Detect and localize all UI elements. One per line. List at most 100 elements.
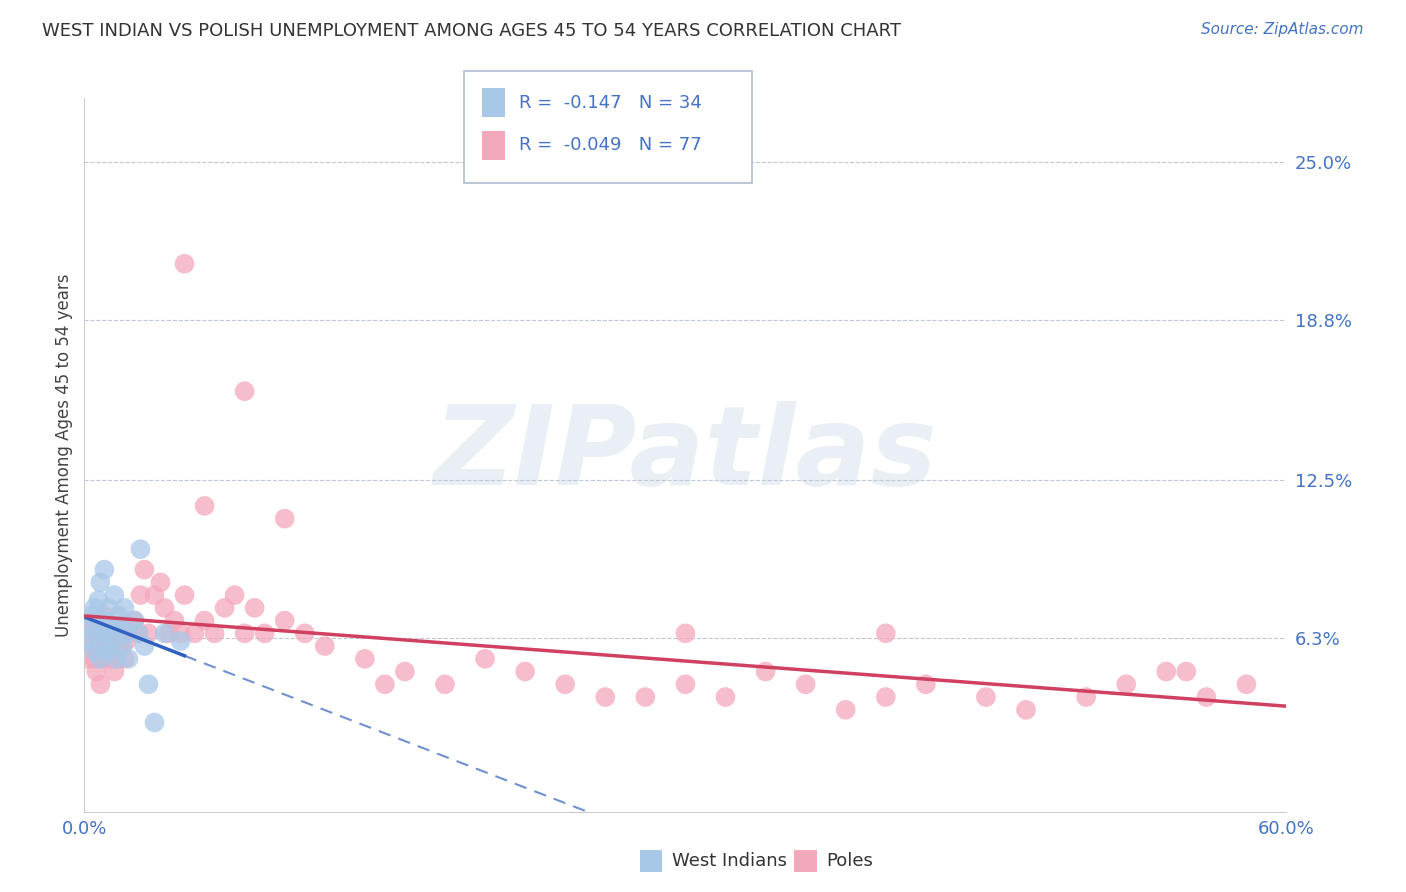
Point xyxy=(86,665,108,679)
Point xyxy=(93,614,115,628)
Point xyxy=(82,626,104,640)
Point xyxy=(138,677,160,691)
Point xyxy=(129,542,152,557)
Point xyxy=(224,588,246,602)
Point xyxy=(107,608,129,623)
Point xyxy=(253,626,276,640)
Point xyxy=(233,384,256,399)
Point xyxy=(554,677,576,691)
Point xyxy=(714,690,737,704)
Point xyxy=(107,626,129,640)
Point xyxy=(110,639,132,653)
Point xyxy=(117,626,139,640)
Point xyxy=(194,614,217,628)
Point xyxy=(101,626,124,640)
Point xyxy=(153,600,176,615)
Text: R =  -0.049   N = 77: R = -0.049 N = 77 xyxy=(519,136,702,154)
Point xyxy=(97,600,120,615)
Point xyxy=(274,614,297,628)
Point xyxy=(87,593,110,607)
Point xyxy=(83,644,105,658)
Point xyxy=(127,626,149,640)
Text: Poles: Poles xyxy=(827,852,873,870)
Point xyxy=(675,626,697,640)
Point xyxy=(374,677,396,691)
Point xyxy=(515,665,537,679)
Point xyxy=(82,608,104,623)
Point xyxy=(233,626,256,640)
Point xyxy=(314,639,336,653)
Point xyxy=(157,626,180,640)
Point xyxy=(105,652,128,666)
Point xyxy=(1234,677,1257,691)
Point xyxy=(243,600,266,615)
Point xyxy=(875,626,897,640)
Point xyxy=(474,652,496,666)
Point xyxy=(100,618,122,632)
Point xyxy=(87,634,110,648)
Point xyxy=(115,634,138,648)
Point xyxy=(915,677,938,691)
Point xyxy=(93,626,115,640)
Point xyxy=(394,665,416,679)
Point xyxy=(194,499,217,513)
Y-axis label: Unemployment Among Ages 45 to 54 years: Unemployment Among Ages 45 to 54 years xyxy=(55,273,73,637)
Point xyxy=(634,690,657,704)
Point xyxy=(93,608,115,623)
Point xyxy=(434,677,457,691)
Point xyxy=(1175,665,1198,679)
Point xyxy=(134,639,156,653)
Point xyxy=(105,652,128,666)
Text: Source: ZipAtlas.com: Source: ZipAtlas.com xyxy=(1201,22,1364,37)
Text: ZIPatlas: ZIPatlas xyxy=(433,401,938,508)
Point xyxy=(83,600,105,615)
Point xyxy=(274,511,297,525)
Point xyxy=(169,626,191,640)
Point xyxy=(89,677,111,691)
Point xyxy=(83,652,105,666)
Point xyxy=(173,257,195,271)
Point xyxy=(1195,690,1218,704)
Point xyxy=(97,639,120,653)
Point xyxy=(138,626,160,640)
Point xyxy=(103,626,125,640)
Point xyxy=(93,563,115,577)
Point xyxy=(204,626,226,640)
Point xyxy=(354,652,377,666)
Point xyxy=(89,639,111,653)
Point xyxy=(1076,690,1098,704)
Point xyxy=(1115,677,1137,691)
Point xyxy=(173,588,195,602)
Point xyxy=(83,618,105,632)
Point xyxy=(100,652,122,666)
Point xyxy=(110,618,132,632)
Point xyxy=(103,634,125,648)
Point xyxy=(115,626,138,640)
Point xyxy=(755,665,778,679)
Point xyxy=(835,703,858,717)
Point xyxy=(89,575,111,590)
Point xyxy=(149,575,172,590)
Point xyxy=(875,690,897,704)
Point xyxy=(183,626,205,640)
Point xyxy=(114,600,135,615)
Point xyxy=(1015,703,1038,717)
Point xyxy=(214,600,236,615)
Point xyxy=(595,690,617,704)
Point xyxy=(1156,665,1178,679)
Point xyxy=(127,626,149,640)
Point xyxy=(91,652,114,666)
Point xyxy=(143,715,166,730)
Point xyxy=(77,652,100,666)
Point xyxy=(101,634,124,648)
Point xyxy=(86,626,108,640)
Text: WEST INDIAN VS POLISH UNEMPLOYMENT AMONG AGES 45 TO 54 YEARS CORRELATION CHART: WEST INDIAN VS POLISH UNEMPLOYMENT AMONG… xyxy=(42,22,901,40)
Point xyxy=(77,634,100,648)
Point xyxy=(117,652,139,666)
Point xyxy=(794,677,817,691)
Point xyxy=(124,614,146,628)
Point xyxy=(103,665,125,679)
Point xyxy=(974,690,997,704)
Point xyxy=(134,563,156,577)
Point xyxy=(294,626,316,640)
